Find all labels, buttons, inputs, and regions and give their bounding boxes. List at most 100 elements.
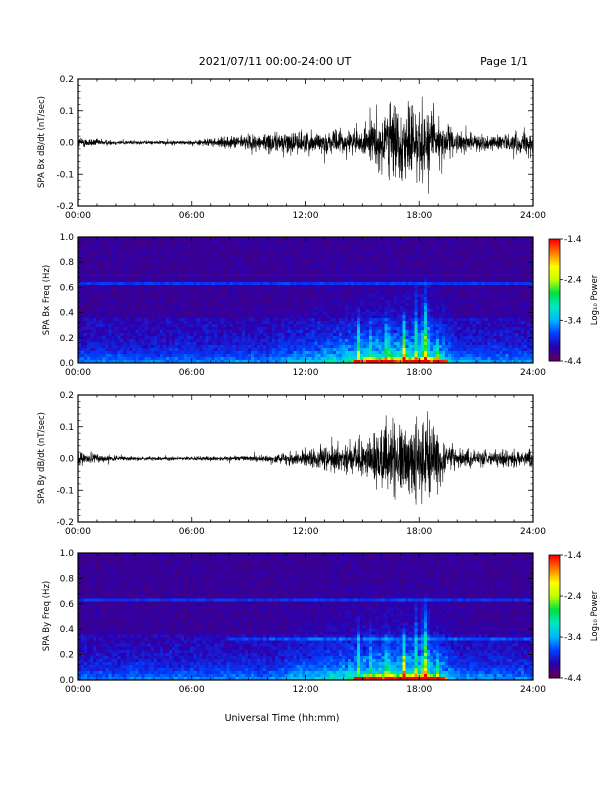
spectrogram-cell [275, 348, 279, 352]
spectrogram-cell [78, 345, 82, 349]
spectrogram-cell [81, 261, 85, 265]
spectrogram-cell [199, 249, 203, 253]
spectrogram-cell [178, 351, 182, 355]
spectrogram-cell [284, 315, 288, 319]
spectrogram-cell [317, 297, 322, 301]
spectrogram-cell [414, 288, 419, 292]
spectrogram-cell [126, 330, 130, 334]
spectrogram-cell [217, 252, 221, 256]
spectrogram-cell [263, 345, 267, 349]
spectrogram-cell [250, 345, 255, 349]
spectrogram-cell [275, 252, 279, 256]
spectrogram-cell [135, 357, 140, 361]
spectrogram-cell [399, 252, 403, 256]
spectrogram-cell [326, 261, 331, 265]
spectrogram-cell [299, 360, 303, 364]
spectrogram-cell [381, 345, 385, 349]
spectrogram-cell [202, 306, 206, 310]
spectrogram-cell [169, 339, 173, 343]
spectrogram-cell [187, 321, 191, 325]
spectrogram-cell [338, 345, 343, 349]
spectrogram-cell [338, 300, 343, 304]
spectrogram-cell [329, 291, 334, 295]
spectrogram-cell [357, 345, 361, 349]
spectrogram-cell [423, 333, 428, 337]
spectrogram-cell [150, 339, 155, 343]
spectrogram-cell [102, 249, 106, 253]
spectrogram-cell [205, 345, 209, 349]
spectrogram-cell [420, 279, 425, 283]
spectrogram-cell [317, 309, 322, 313]
spectrogram-cell [290, 336, 294, 340]
spectrogram-cell [347, 285, 352, 289]
spectrogram-cell [332, 333, 337, 337]
y-tick-label: 0.1 [60, 107, 74, 117]
spectrogram-cell [193, 246, 197, 250]
spectrogram-cell [426, 354, 431, 358]
spectrogram-cell [238, 255, 243, 259]
spectrogram-cell [366, 345, 370, 349]
spectrogram-cell [387, 318, 391, 322]
spectrogram-cell [241, 348, 246, 352]
spectrogram-cell [150, 279, 155, 283]
spectrogram-cell [378, 345, 382, 349]
spectrogram-cell [426, 249, 431, 253]
spectrogram-cell [399, 285, 403, 289]
spectrogram-cell [87, 306, 91, 310]
spectrogram-cell [329, 318, 334, 322]
spectrogram-cell [211, 318, 215, 322]
spectrogram-cell [369, 252, 373, 256]
spectrogram-cell [132, 294, 137, 298]
spectrogram-cell [187, 342, 191, 346]
spectrogram-cell [117, 279, 121, 283]
spectrogram-cell [278, 249, 282, 253]
spectrogram-cell [141, 297, 146, 301]
spectrogram-cell [335, 261, 340, 265]
spectrogram-cell [302, 297, 306, 301]
spectrogram-cell [372, 243, 376, 247]
spectrogram-cell [159, 264, 164, 268]
spectrogram-cell [314, 330, 319, 334]
spectrogram-cell [156, 288, 161, 292]
spectrogram-cell [181, 264, 185, 268]
spectrogram-cell [169, 264, 173, 268]
spectrogram-cell [226, 324, 231, 328]
spectrogram-cell [162, 345, 167, 349]
spectrogram-cell [332, 288, 337, 292]
spectrogram-cell [223, 246, 228, 250]
spectrogram-cell [211, 306, 215, 310]
spectrogram-cell [341, 273, 346, 277]
spectrogram-cell [226, 249, 231, 253]
spectrogram-cell [256, 240, 261, 244]
spectrogram-cell [162, 327, 167, 331]
spectrogram-cell [196, 318, 200, 322]
spectrogram-cell [144, 255, 149, 259]
spectrogram-cell [241, 336, 246, 340]
spectrogram-cell [159, 237, 164, 241]
spectrogram-cell [205, 261, 209, 265]
spectrogram-cell [420, 354, 425, 358]
spectrogram-cell [150, 360, 155, 364]
spectrogram-cell [153, 342, 158, 346]
spectrogram-cell [284, 288, 288, 292]
spectrogram-cell [114, 279, 118, 283]
spectrogram-cell [220, 342, 224, 346]
spectrogram-cell [141, 279, 146, 283]
spectrogram-cell [108, 336, 112, 340]
spectrogram-cell [184, 240, 188, 244]
spectrogram-cell [105, 354, 109, 358]
spectrogram-cell [141, 294, 146, 298]
spectrogram-cell [393, 255, 397, 259]
spectrogram-cell [99, 294, 103, 298]
spectrogram-cell [253, 288, 258, 292]
spectrogram-cell [93, 285, 97, 289]
spectrogram-cell [402, 342, 406, 346]
spectrogram-cell [360, 357, 364, 361]
spectrogram-cell [314, 306, 319, 310]
spectrogram-cell [117, 246, 121, 250]
spectrogram-cell [335, 273, 340, 277]
spectrogram-cell [329, 261, 334, 265]
spectrogram-cell [235, 255, 240, 259]
spectrogram-cell [108, 264, 112, 268]
spectrogram-cell [208, 267, 212, 271]
